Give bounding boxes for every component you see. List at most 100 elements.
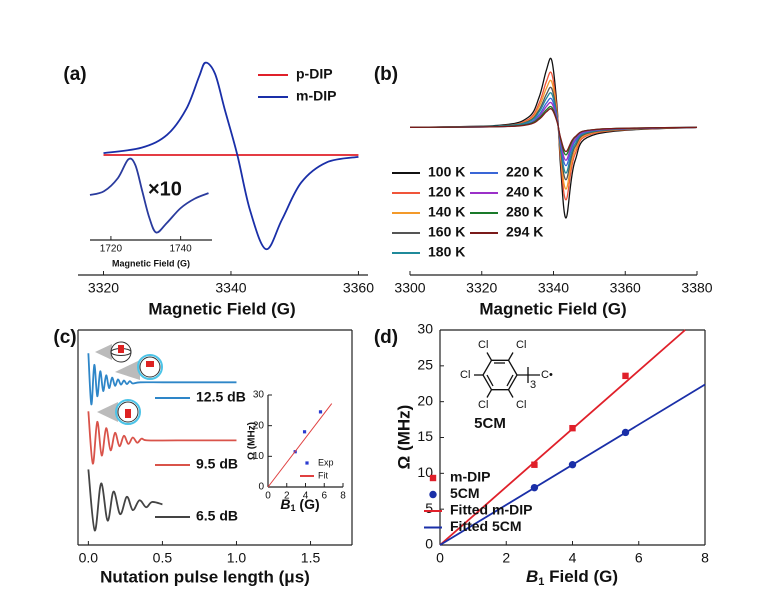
series-label: 12.5 dB xyxy=(196,389,246,405)
legend-marker xyxy=(305,461,309,465)
x-tick-label: 0 xyxy=(265,491,271,502)
legend-marker xyxy=(429,474,437,482)
x-tick-label: 2 xyxy=(502,550,510,566)
legend-label: m-DIP xyxy=(450,469,490,485)
x-axis-label: Magnetic Field (G) xyxy=(479,299,626,318)
series-line xyxy=(409,92,698,174)
legend-label: 294 K xyxy=(506,224,543,240)
atom-label: Cl xyxy=(478,399,488,411)
x-tick-label: 3300 xyxy=(394,280,425,296)
panel: 1720 1740 Magnetic Field (G) ×10 xyxy=(89,157,212,268)
molecule xyxy=(474,352,540,398)
x-tick-label: 0.5 xyxy=(153,550,173,566)
legend-label: Fitted 5CM xyxy=(450,518,522,534)
legend-label: 140 K xyxy=(428,204,465,220)
legend-label: 160 K xyxy=(428,224,465,240)
x-axis-label: Magnetic Field (G) xyxy=(148,299,295,318)
x-tick-label: 0 xyxy=(436,550,444,566)
panel-label: (b) xyxy=(374,64,398,85)
x-tick-label: 6 xyxy=(635,550,643,566)
data-point xyxy=(622,372,629,380)
series-label: 6.5 dB xyxy=(196,508,238,524)
series-line xyxy=(409,71,698,201)
x-tick-label: 6 xyxy=(321,491,327,502)
data-point xyxy=(318,410,323,414)
series-line xyxy=(87,469,163,532)
molecule-name: 5CM xyxy=(474,415,506,432)
legend-label: 220 K xyxy=(506,164,543,180)
legend-label: 280 K xyxy=(506,204,543,220)
panel: 0 2 4 6 8 0 5 10 15 20 25 30 B1 Field (G) Ω (MHz) (d) m… xyxy=(374,321,709,588)
series-line xyxy=(87,411,237,465)
subscript: 3 xyxy=(530,379,536,391)
y-axis-label: Ω (MHz) xyxy=(394,405,413,470)
x-tick-label: 3360 xyxy=(610,280,641,296)
series-line xyxy=(409,57,698,219)
x-tick-label: 2 xyxy=(284,491,290,502)
legend-label: Fitted m-DIP xyxy=(450,502,532,518)
data-point xyxy=(302,430,307,434)
spin-icons xyxy=(95,341,163,425)
label-part: Field (G) xyxy=(544,567,618,586)
series-label: 9.5 dB xyxy=(196,456,238,472)
panel-label: (c) xyxy=(53,327,76,348)
legend-label: 5CM xyxy=(450,485,480,501)
panel: 0 2 4 6 8 0 10 20 30 B1 (G) Ω (MHz) Exp Fit xyxy=(247,390,347,514)
x-tick-label: 3320 xyxy=(466,280,497,296)
panel: 3320 3340 3360 Magnetic Field (G) (a) p-DIP m-… xyxy=(63,61,374,318)
x-tick-label: 1.0 xyxy=(227,550,247,566)
x-axis-label: Nutation pulse length (μs) xyxy=(100,567,310,586)
y-tick-label: 20 xyxy=(253,420,265,431)
x-tick-label: 3340 xyxy=(538,280,569,296)
group-label: C• xyxy=(541,369,553,381)
x-axis-label: B1 Field (G) xyxy=(526,567,618,587)
y-tick-label: 30 xyxy=(417,321,433,337)
y-tick-label: 0 xyxy=(425,536,433,552)
legend-label: m-DIP xyxy=(296,88,336,104)
y-tick-label: 5 xyxy=(425,500,433,516)
series-line xyxy=(103,61,359,251)
x-tick-label: 1740 xyxy=(170,244,193,255)
x-tick-label: 3380 xyxy=(681,280,712,296)
x-axis-label: Magnetic Field (G) xyxy=(112,258,190,268)
panel-label: (d) xyxy=(374,327,398,348)
legend-label: 240 K xyxy=(506,184,543,200)
label-part: B xyxy=(526,567,538,586)
legend-label: p-DIP xyxy=(296,66,333,82)
annotation: ×10 xyxy=(148,178,182,200)
label-part: 1 xyxy=(291,503,296,513)
y-tick-label: 0 xyxy=(258,482,264,493)
x-tick-label: 3360 xyxy=(343,280,374,296)
fit-line xyxy=(267,403,333,488)
series-line xyxy=(89,157,209,234)
legend-label: 120 K xyxy=(428,184,465,200)
x-tick-label: 3340 xyxy=(215,280,246,296)
data-point xyxy=(531,461,538,468)
label-part: 1 xyxy=(538,576,544,588)
legend-label: Fit xyxy=(318,470,328,480)
series-line xyxy=(409,108,698,153)
y-axis-label: Ω (MHz) xyxy=(247,422,258,460)
label-part: B xyxy=(280,496,290,512)
legend-marker xyxy=(429,490,437,499)
series-line xyxy=(87,353,237,406)
panel-label: (a) xyxy=(63,64,86,85)
atom-label: Cl xyxy=(516,339,526,351)
y-tick-label: 15 xyxy=(417,428,433,444)
x-tick-label: 4 xyxy=(569,550,577,566)
y-tick-label: 10 xyxy=(417,464,433,480)
legend-label: Exp xyxy=(318,457,334,467)
x-tick-label: 1.5 xyxy=(301,550,321,566)
x-tick-label: 0.0 xyxy=(79,550,99,566)
atom-label: Cl xyxy=(478,339,488,351)
legend-label: 180 K xyxy=(428,244,465,260)
legend-label: 100 K xyxy=(428,164,465,180)
atom-label: Cl xyxy=(516,399,526,411)
y-tick-label: 30 xyxy=(253,390,265,401)
y-tick-label: 20 xyxy=(417,392,433,408)
y-tick-label: 10 xyxy=(253,451,265,462)
x-tick-label: 8 xyxy=(701,550,709,566)
